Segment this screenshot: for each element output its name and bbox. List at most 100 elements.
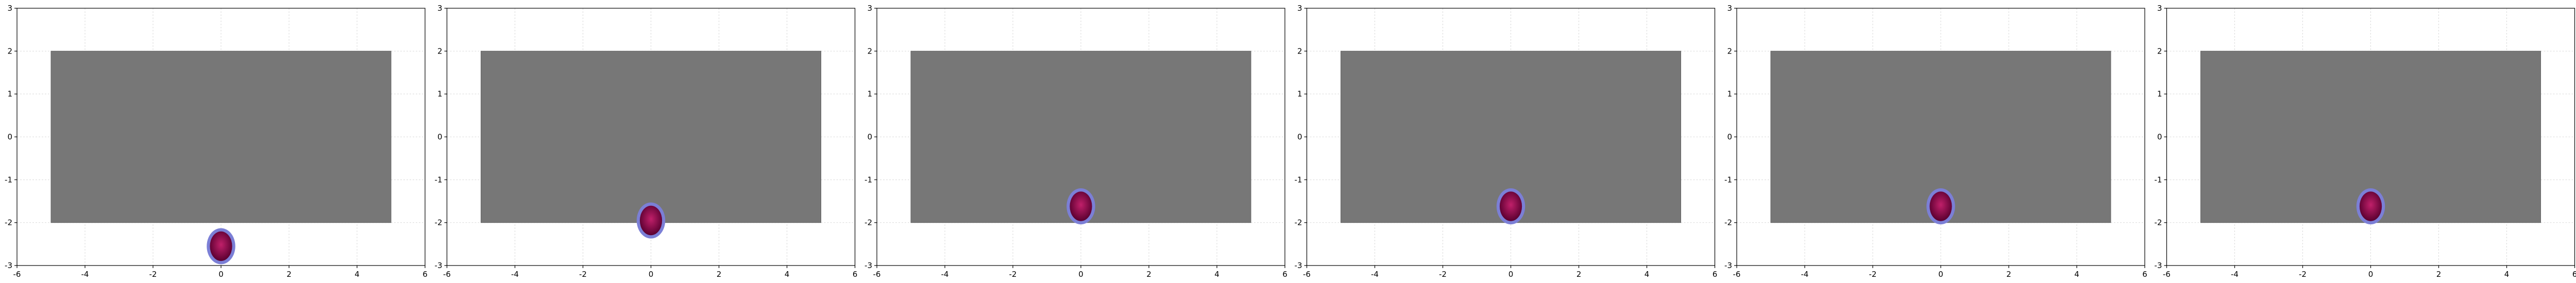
x-tick-label: -2 (149, 270, 157, 279)
x-tick-label: -2 (2299, 270, 2307, 279)
x-tick-label: -2 (579, 270, 587, 279)
gray-rectangle (50, 50, 392, 223)
y-tick-label: -2 (2155, 218, 2162, 227)
x-tick-label: 2 (2006, 270, 2011, 279)
x-tick-label: -4 (1371, 270, 1379, 279)
subplot-5: -6 -4 -2 0 2 4 6 -3 -2 -1 0 1 2 3 (1724, 4, 2147, 279)
x-tick-label: 2 (286, 270, 292, 279)
subplot-2: -6 -4 -2 0 2 4 6 -3 -2 -1 0 1 2 3 (435, 4, 858, 279)
x-tick-label: 0 (1938, 270, 1943, 279)
x-tick-label: 2 (1577, 270, 1582, 279)
x-tick-label: 6 (1282, 270, 1287, 279)
x-tick-label: 6 (422, 270, 428, 279)
y-tick-label: 2 (1727, 46, 1732, 56)
ball-inner (1499, 191, 1522, 221)
ball-inner (2359, 191, 2382, 221)
subplot-4: -6 -4 -2 0 2 4 6 -3 -2 -1 0 1 2 3 (1295, 4, 1718, 279)
y-tick-label: 1 (1727, 90, 1732, 99)
x-tick-label: -4 (941, 270, 949, 279)
y-tick-label: -2 (1295, 218, 1302, 227)
x-tick-label: -6 (1733, 270, 1741, 279)
y-tick-label: -2 (435, 218, 443, 227)
x-tick-label: -4 (2231, 270, 2239, 279)
x-tick-label: 2 (1146, 270, 1151, 279)
x-tick-label: -2 (1869, 270, 1877, 279)
x-tick-label: 0 (218, 270, 224, 279)
x-tick-label: -2 (1009, 270, 1017, 279)
y-tick-label: 3 (2157, 4, 2162, 13)
y-tick-label: 1 (1297, 90, 1302, 99)
y-tick-label: 0 (1297, 132, 1302, 142)
x-tick-label: 6 (2572, 270, 2576, 279)
y-tick-label: 2 (1297, 46, 1302, 56)
y-tick-label: 0 (1727, 132, 1732, 142)
y-tick-label: -3 (865, 261, 872, 270)
x-tick-label: 6 (2142, 270, 2147, 279)
y-tick-label: -1 (2155, 175, 2162, 184)
y-tick-label: -1 (865, 175, 872, 184)
subplot-6: -6 -4 -2 0 2 4 6 -3 -2 -1 0 1 2 3 (2155, 4, 2576, 279)
ball-inner (210, 231, 232, 261)
y-tick-label: 0 (2157, 132, 2162, 142)
y-tick-label: -3 (435, 261, 443, 270)
x-tick-label: -6 (873, 270, 881, 279)
y-tick-label: -3 (1295, 261, 1302, 270)
y-tick-label: 2 (2157, 46, 2162, 56)
y-tick-label: -1 (435, 175, 443, 184)
y-tick-label: -2 (865, 218, 872, 227)
y-tick-label: 3 (437, 4, 443, 13)
y-tick-label: 1 (2157, 90, 2162, 99)
y-tick-label: 2 (867, 46, 872, 56)
x-tick-label: 6 (853, 270, 858, 279)
x-tick-label: 4 (1214, 270, 1219, 279)
ball-inner (639, 205, 663, 236)
gray-rectangle (481, 50, 821, 223)
x-tick-label: 4 (785, 270, 790, 279)
y-tick-label: 3 (1727, 4, 1732, 13)
x-tick-label: -6 (2163, 270, 2171, 279)
x-tick-label: 0 (1078, 270, 1083, 279)
y-tick-label: 3 (867, 4, 872, 13)
x-tick-label: 4 (1645, 270, 1650, 279)
y-tick-label: 3 (7, 4, 12, 13)
subplot-panels: -6 -4 -2 0 2 4 6 -3 -2 -1 0 1 2 3 -6 -4 -2 0 2 4 6 -3 -2 -1 0 1 2 3… (5, 4, 2576, 279)
x-tick-label: 2 (717, 270, 722, 279)
x-tick-label: 0 (649, 270, 654, 279)
x-tick-label: -6 (1303, 270, 1311, 279)
y-tick-label: -1 (1295, 175, 1302, 184)
y-tick-label: 0 (7, 132, 12, 142)
y-tick-label: -3 (2155, 261, 2162, 270)
x-tick-label: 4 (354, 270, 360, 279)
y-tick-label: -3 (1724, 261, 1732, 270)
y-tick-label: 2 (7, 46, 12, 56)
x-tick-label: 6 (1713, 270, 1718, 279)
x-tick-label: -4 (81, 270, 89, 279)
y-tick-label: 1 (437, 90, 443, 99)
y-tick-label: 2 (437, 46, 443, 56)
subplot-1: -6 -4 -2 0 2 4 6 -3 -2 -1 0 1 2 3 (5, 4, 428, 279)
y-tick-label: 0 (867, 132, 872, 142)
x-tick-label: 0 (1509, 270, 1514, 279)
subplot-3: -6 -4 -2 0 2 4 6 -3 -2 -1 0 1 2 3 (865, 4, 1287, 279)
x-tick-label: 0 (2368, 270, 2374, 279)
y-tick-label: -2 (1724, 218, 1732, 227)
x-tick-label: -4 (1801, 270, 1809, 279)
y-tick-label: 3 (1297, 4, 1302, 13)
ball-inner (1929, 191, 1952, 221)
y-tick-label: -2 (5, 218, 12, 227)
y-tick-label: 1 (867, 90, 872, 99)
y-tick-label: -3 (5, 261, 12, 270)
x-tick-label: -6 (13, 270, 21, 279)
ball-inner (1070, 191, 1092, 221)
y-tick-label: 1 (7, 90, 12, 99)
x-tick-label: -6 (443, 270, 451, 279)
y-tick-label: -1 (5, 175, 12, 184)
y-tick-label: -1 (1724, 175, 1732, 184)
x-tick-label: 2 (2436, 270, 2442, 279)
x-tick-label: -4 (511, 270, 519, 279)
y-tick-label: 0 (437, 132, 443, 142)
x-tick-label: 4 (2504, 270, 2510, 279)
x-tick-label: -2 (1439, 270, 1447, 279)
x-tick-label: 4 (2074, 270, 2079, 279)
